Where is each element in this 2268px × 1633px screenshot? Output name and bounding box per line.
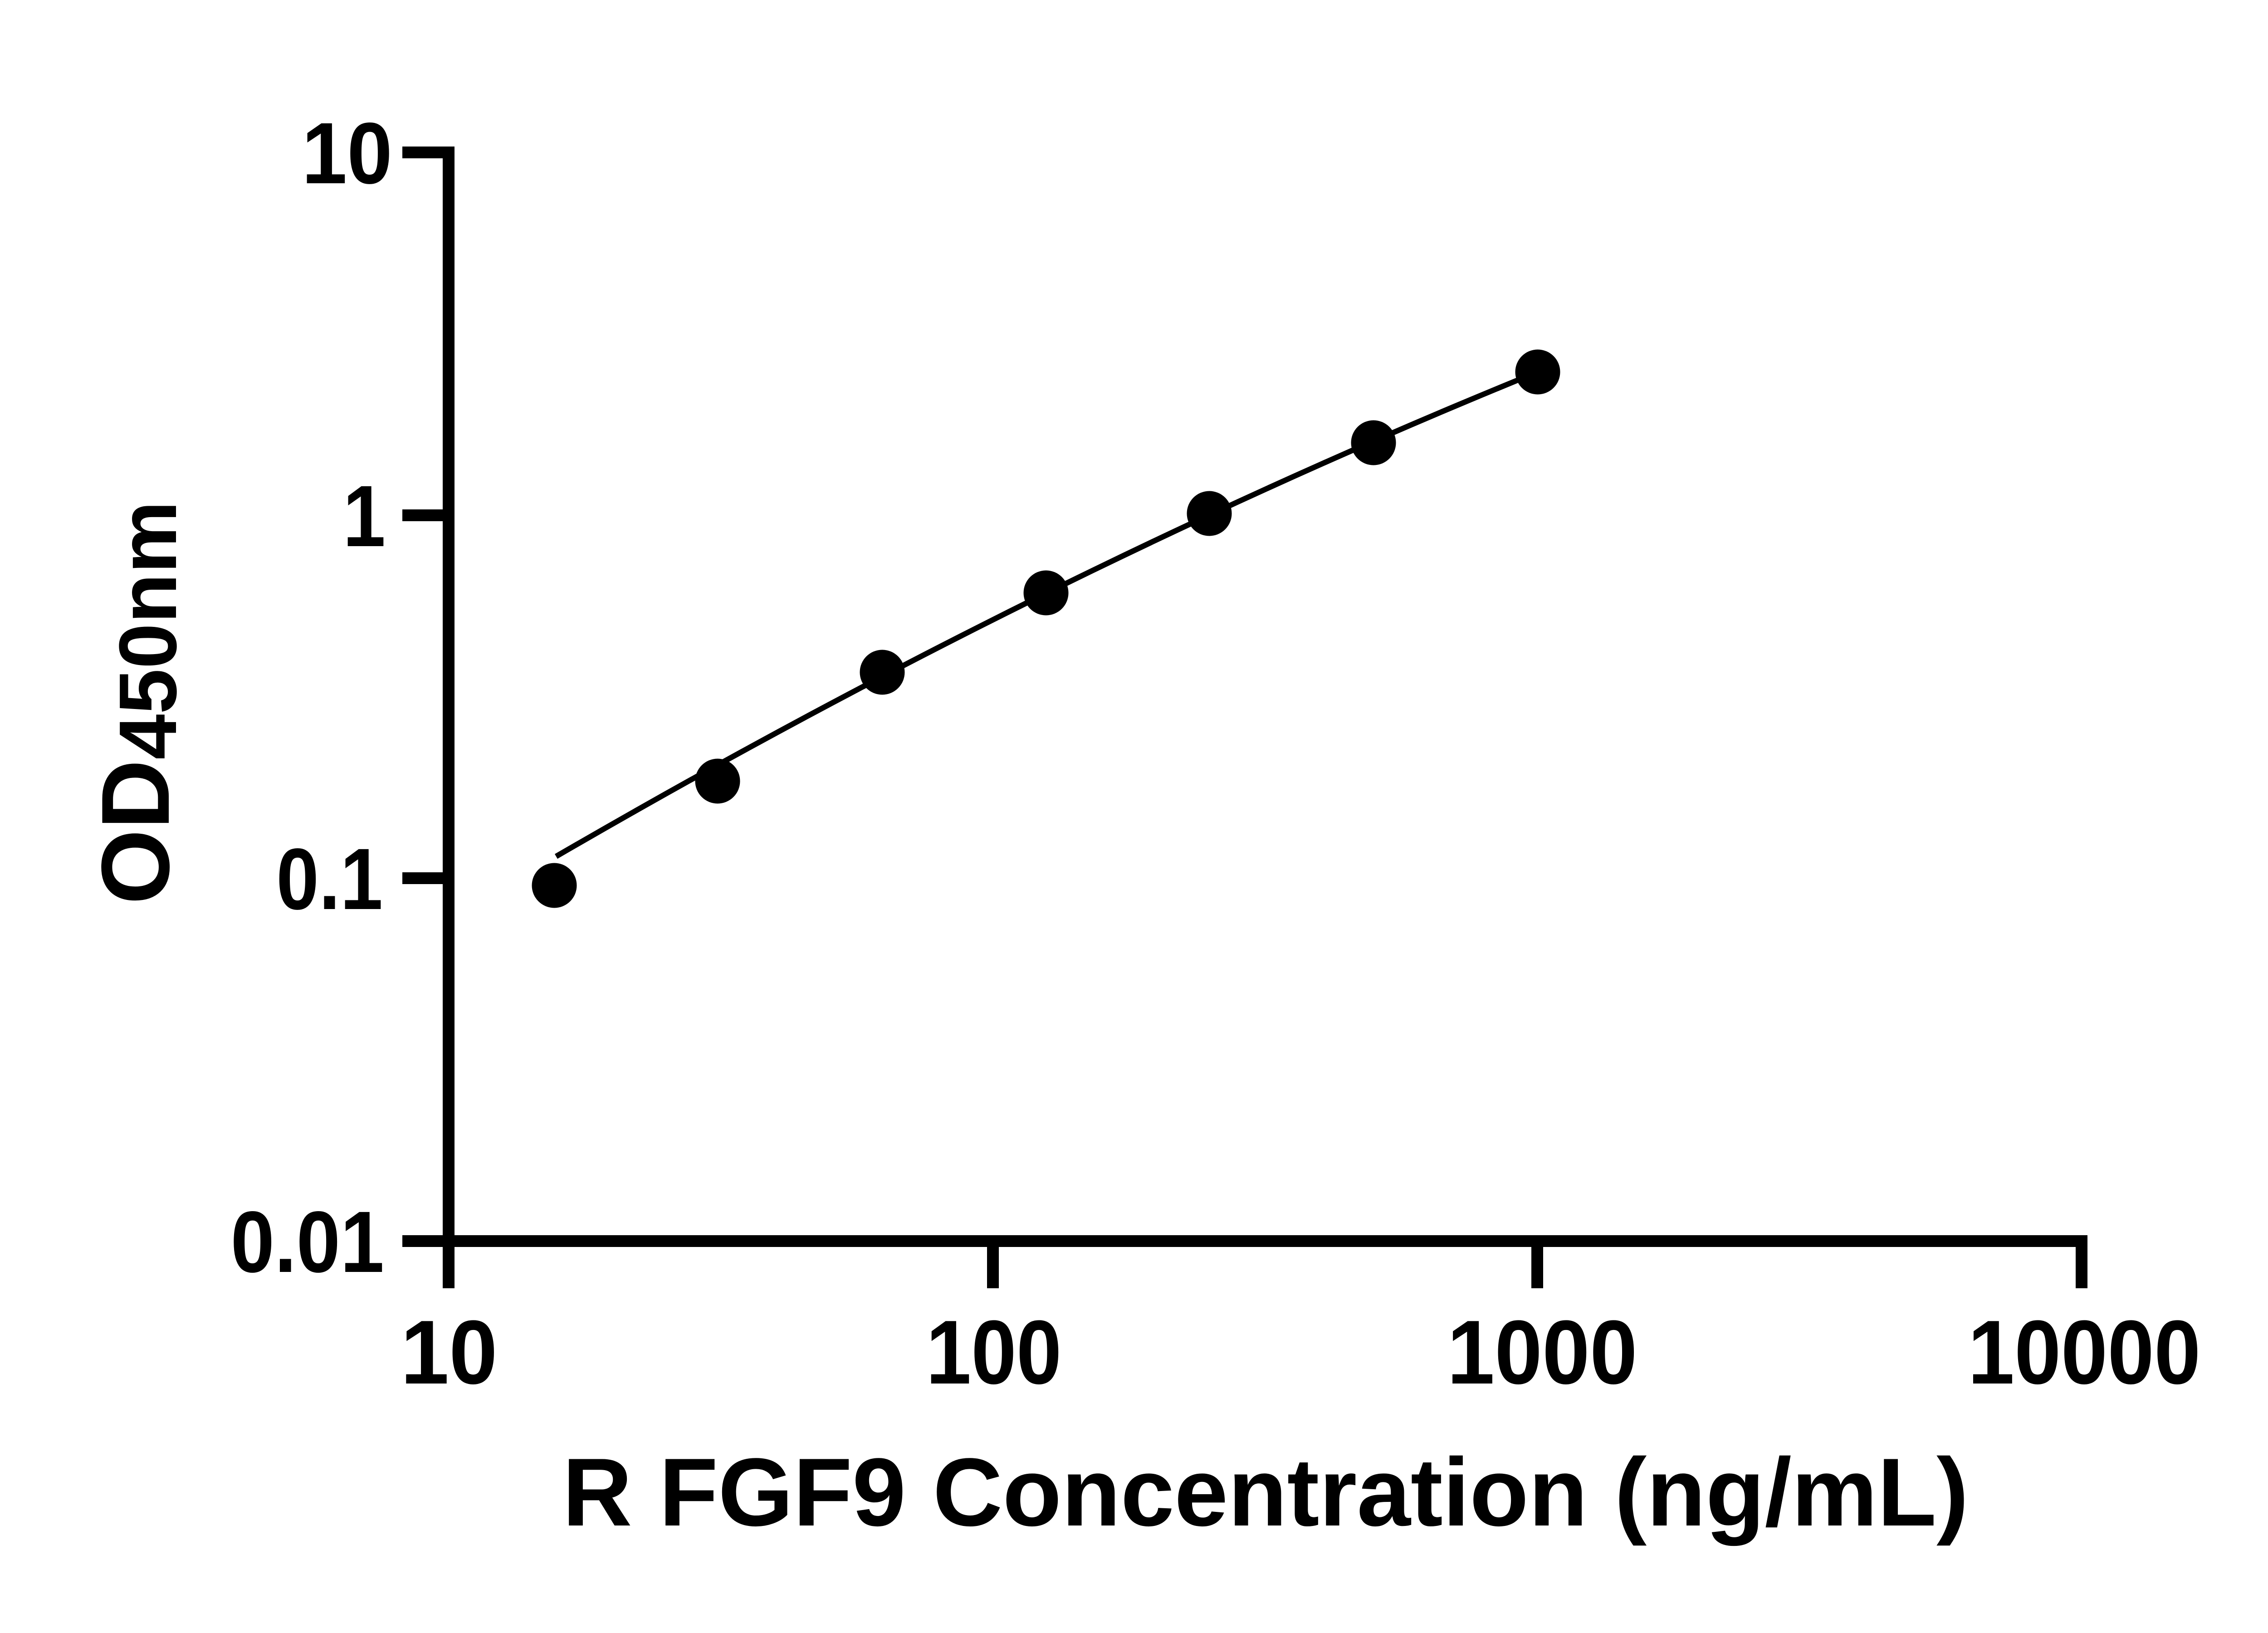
svg-text:1: 1 bbox=[343, 468, 386, 565]
svg-text:OD450nm: OD450nm bbox=[82, 501, 194, 905]
svg-text:10: 10 bbox=[302, 105, 392, 202]
svg-text:10: 10 bbox=[401, 1301, 498, 1403]
svg-text:100: 100 bbox=[926, 1302, 1062, 1403]
svg-text:0.1: 0.1 bbox=[276, 831, 383, 928]
svg-text:10000: 10000 bbox=[1968, 1301, 2200, 1403]
svg-text:0.01: 0.01 bbox=[230, 1193, 384, 1291]
svg-text:1000: 1000 bbox=[1447, 1302, 1637, 1403]
svg-text:R FGF9 Concentration (ng/mL): R FGF9 Concentration (ng/mL) bbox=[562, 1438, 1969, 1546]
